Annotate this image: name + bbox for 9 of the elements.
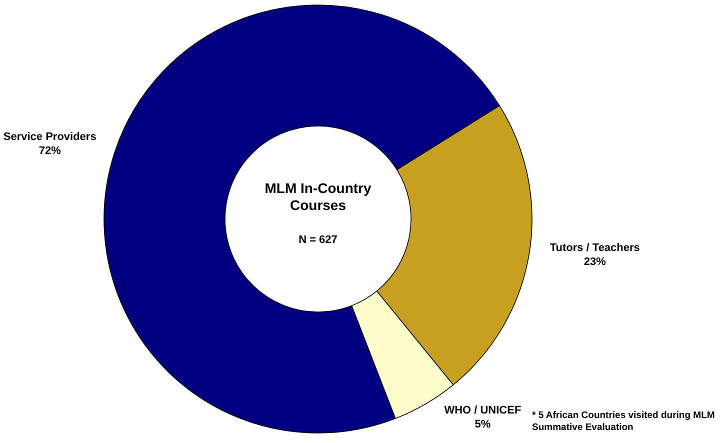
data-label: 72%: [38, 144, 62, 157]
slice-label: Tutors / Teachers: [550, 242, 640, 254]
text: * 5 African Countries visited during MLM Summative Evaluation: [532, 410, 715, 433]
slice-label: WHO / UNICEF: [444, 404, 522, 417]
text: N = 627: [298, 234, 338, 246]
data-label: 23%: [584, 256, 606, 268]
text: MLM In-Country Courses: [264, 180, 372, 213]
data-label: 5%: [474, 418, 491, 431]
slice-label: Service Providers: [3, 130, 96, 143]
